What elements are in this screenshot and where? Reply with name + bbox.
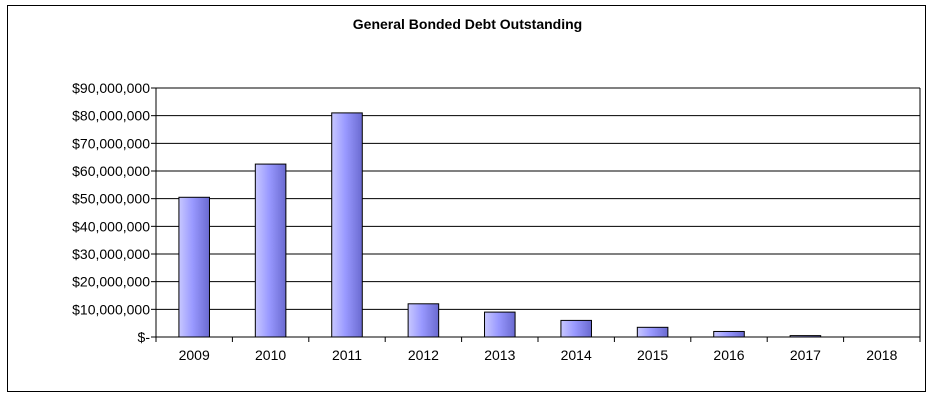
y-tick-label: $50,000,000: [72, 191, 150, 207]
y-tick-label: $20,000,000: [72, 274, 150, 290]
x-tick-label: 2012: [408, 347, 439, 363]
bar-2012: [407, 303, 440, 338]
x-tick-label: 2015: [637, 347, 668, 363]
x-tick-label: 2013: [484, 347, 515, 363]
x-tick-label: 2016: [713, 347, 744, 363]
bar-2009: [178, 196, 210, 338]
bar-2011: [331, 112, 363, 338]
chart-title: General Bonded Debt Outstanding: [352, 16, 583, 32]
x-tick-label: 2011: [332, 347, 362, 363]
bar-2013: [484, 311, 516, 338]
x-tick-label: 2009: [179, 347, 210, 363]
bar-2015: [636, 326, 669, 338]
bar-2016: [713, 330, 745, 338]
x-tick-label: 2010: [255, 347, 286, 363]
y-tick-label: $60,000,000: [72, 163, 150, 179]
x-tick-labels: 2009 2010 2011 2012 2013 2014 2015 2016 2017 2018: [179, 347, 898, 363]
x-tick-label: 2017: [790, 347, 821, 363]
y-tick-labels: $- $10,000,000 $20,000,000 $30,000,000 $40,0…: [72, 80, 150, 345]
y-tick-label: $40,000,000: [72, 218, 150, 234]
bar-2010: [254, 163, 287, 338]
y-tick-label: $70,000,000: [72, 135, 150, 151]
axes: [155, 88, 921, 342]
y-tick-label: $90,000,000: [72, 80, 150, 96]
x-tick-label: 2014: [561, 347, 592, 363]
y-tick-label: $-: [138, 329, 151, 345]
y-tick-label: $80,000,000: [72, 108, 150, 124]
y-tick-label: $30,000,000: [72, 246, 150, 262]
bars: [178, 112, 822, 338]
bar-2014: [560, 319, 592, 338]
x-tick-label: 2018: [866, 347, 897, 363]
y-tick-label: $10,000,000: [72, 301, 150, 317]
